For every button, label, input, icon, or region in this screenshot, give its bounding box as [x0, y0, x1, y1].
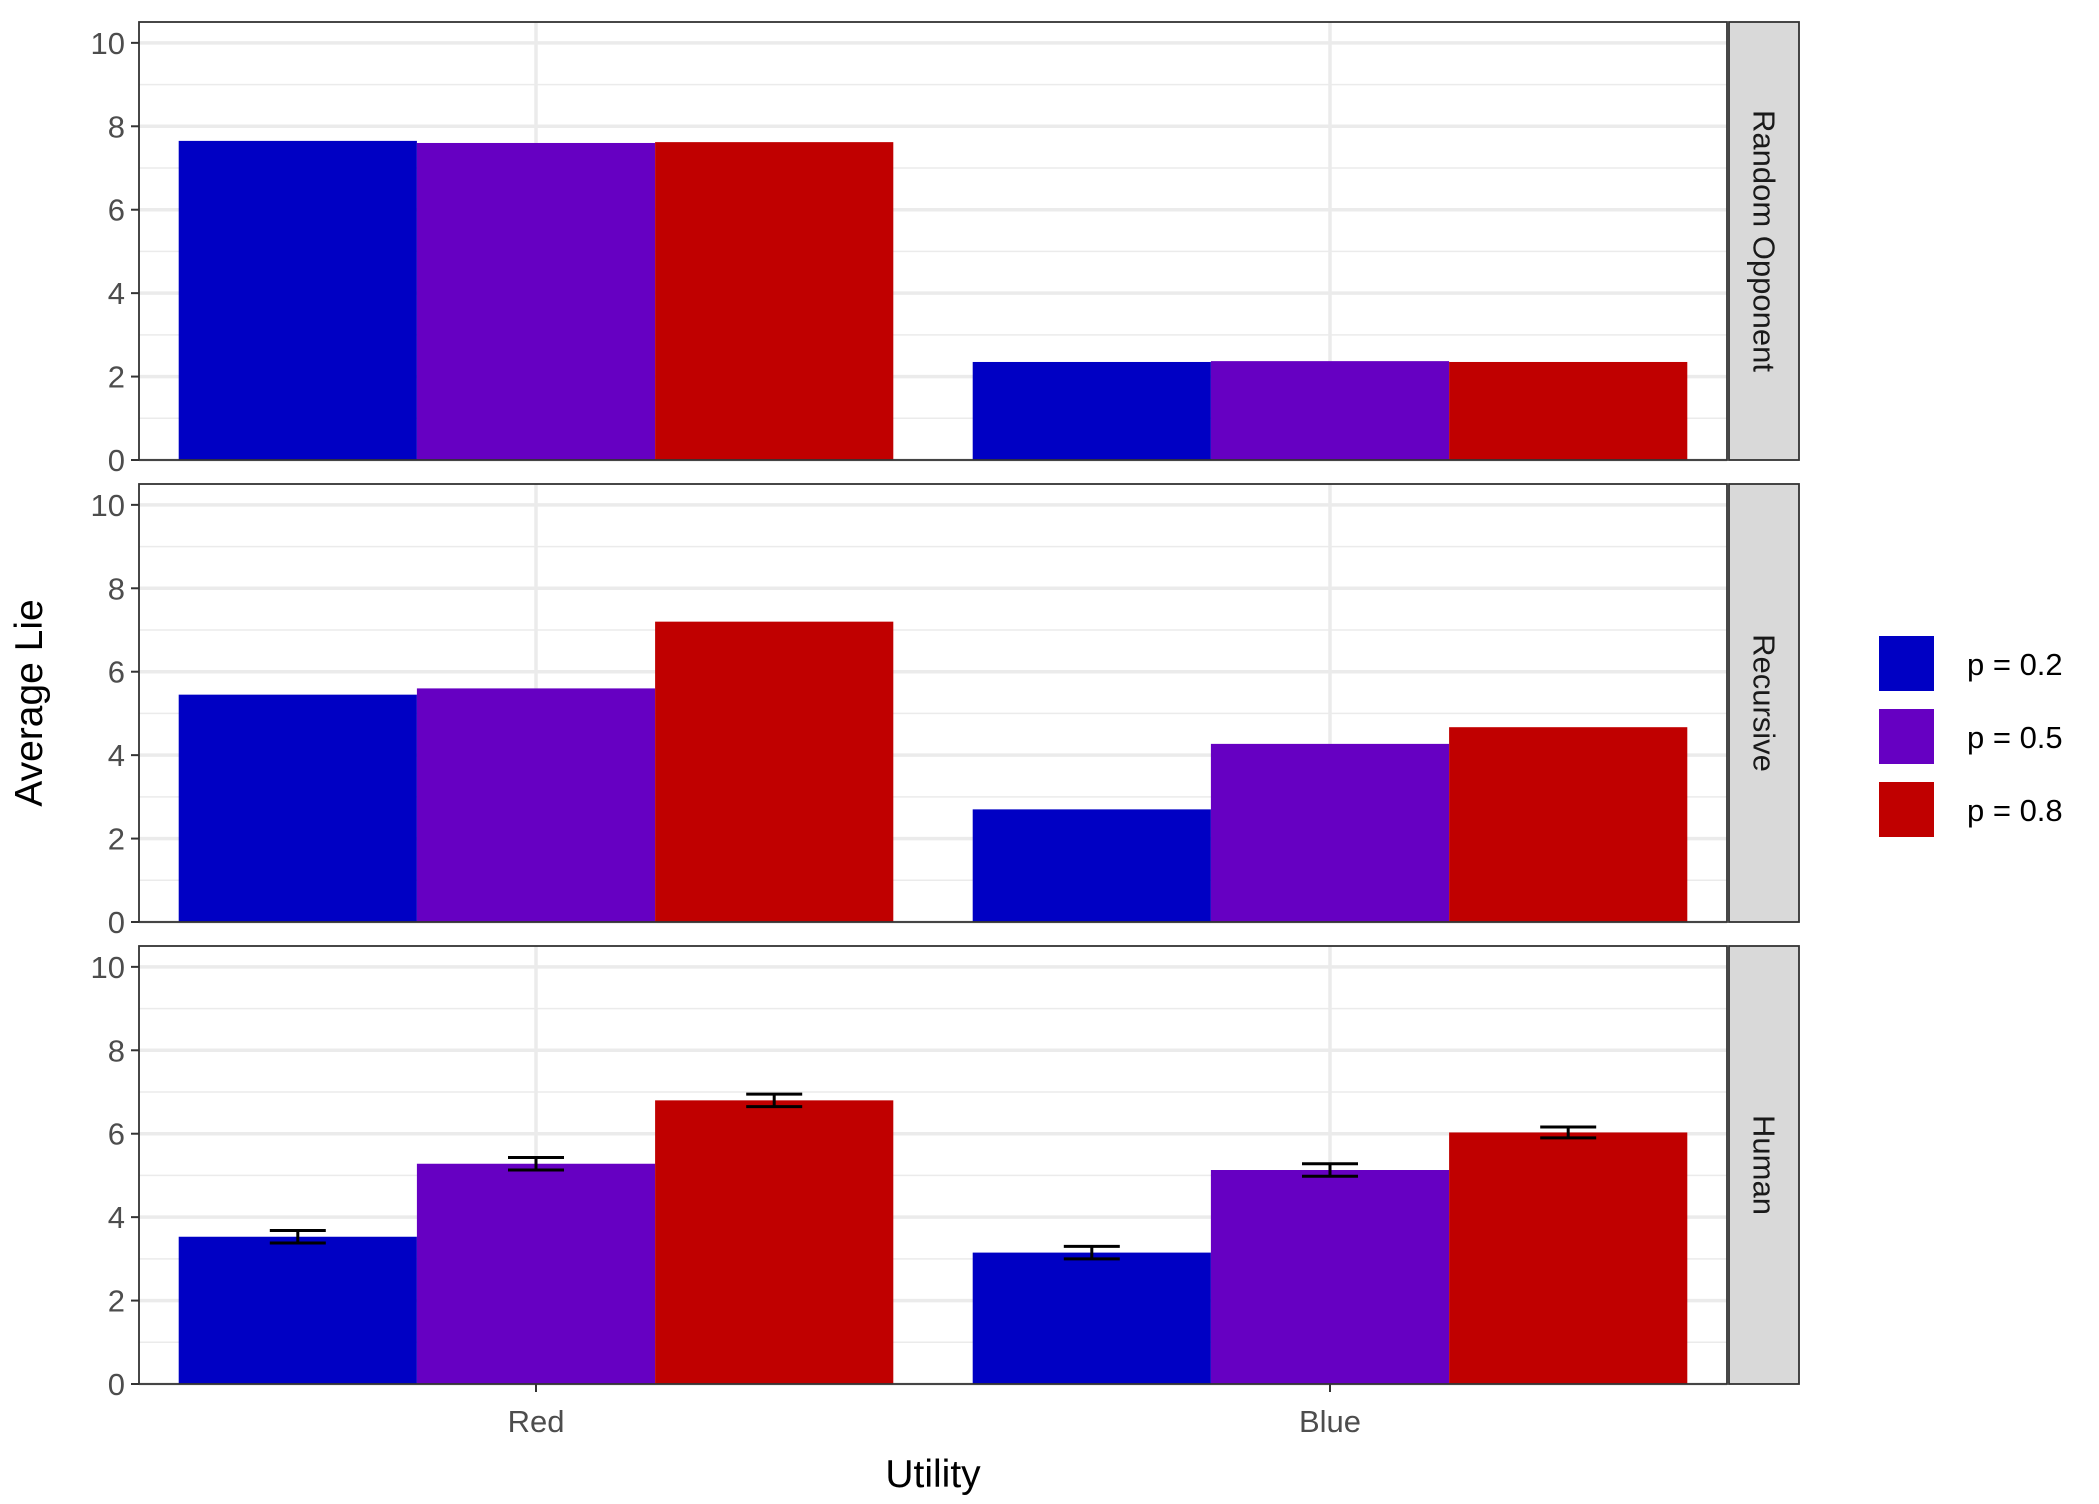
- y-tick-label: 0: [108, 1367, 125, 1402]
- facet-strip-label: Recursive: [1747, 634, 1782, 772]
- y-tick-label: 2: [108, 822, 125, 857]
- bar-red-3: [655, 621, 894, 922]
- facet-strip: [1728, 21, 1800, 461]
- legend-key-1: [1879, 636, 1934, 691]
- y-tick-label: 10: [91, 488, 125, 523]
- y-tick-label: 6: [108, 193, 125, 228]
- bar-red-2: [416, 1163, 656, 1384]
- y-tick-label: 2: [108, 1284, 125, 1319]
- panel-border: [138, 945, 1728, 1385]
- bar-blue-1: [972, 1252, 1211, 1384]
- legend-label: p = 0.2: [1967, 647, 2063, 682]
- y-tick-label: 10: [91, 26, 125, 61]
- y-tick-label: 6: [108, 1117, 125, 1152]
- bar-red-2: [416, 142, 656, 460]
- bar-blue-1: [972, 809, 1211, 922]
- y-tick-label: 8: [108, 109, 125, 144]
- bar-red-1: [178, 694, 417, 922]
- y-tick-label: 4: [108, 1200, 125, 1235]
- bar-blue-3: [1449, 361, 1688, 460]
- y-tick-label: 8: [108, 1033, 125, 1068]
- bar-blue-1: [972, 361, 1211, 460]
- y-tick-label: 8: [108, 571, 125, 606]
- bar-red-1: [178, 140, 417, 460]
- legend-key-2: [1879, 709, 1934, 764]
- legend-label: p = 0.5: [1967, 720, 2063, 755]
- x-axis-title: Utility: [885, 1453, 981, 1496]
- y-tick-label: 0: [108, 443, 125, 478]
- y-tick-label: 6: [108, 655, 125, 690]
- bar-blue-3: [1449, 1132, 1688, 1384]
- bar-red-2: [416, 688, 656, 922]
- facet-strip: [1728, 945, 1800, 1385]
- bar-blue-2: [1210, 1170, 1450, 1384]
- y-axis-title: Average Lie: [8, 599, 51, 806]
- x-tick-label: Blue: [1299, 1404, 1361, 1439]
- y-tick-label: 2: [108, 360, 125, 395]
- y-tick-label: 4: [108, 276, 125, 311]
- facet-strip-label: Human: [1747, 1115, 1782, 1215]
- panel-border: [138, 483, 1728, 923]
- legend-key-3: [1879, 782, 1934, 837]
- bar-red-3: [655, 1100, 894, 1384]
- bar-blue-2: [1210, 361, 1450, 460]
- legend-label: p = 0.8: [1967, 793, 2063, 828]
- y-tick-label: 0: [108, 905, 125, 940]
- bar-blue-3: [1449, 727, 1688, 922]
- bar-red-1: [178, 1236, 417, 1384]
- bar-red-3: [655, 142, 894, 460]
- y-tick-label: 4: [108, 738, 125, 773]
- x-tick-label: Red: [508, 1404, 565, 1439]
- panel-border: [138, 21, 1728, 461]
- facet-strip-label: Random Opponent: [1747, 110, 1782, 372]
- bar-blue-2: [1210, 743, 1450, 922]
- y-tick-label: 10: [91, 950, 125, 985]
- facet-strip: [1728, 483, 1800, 923]
